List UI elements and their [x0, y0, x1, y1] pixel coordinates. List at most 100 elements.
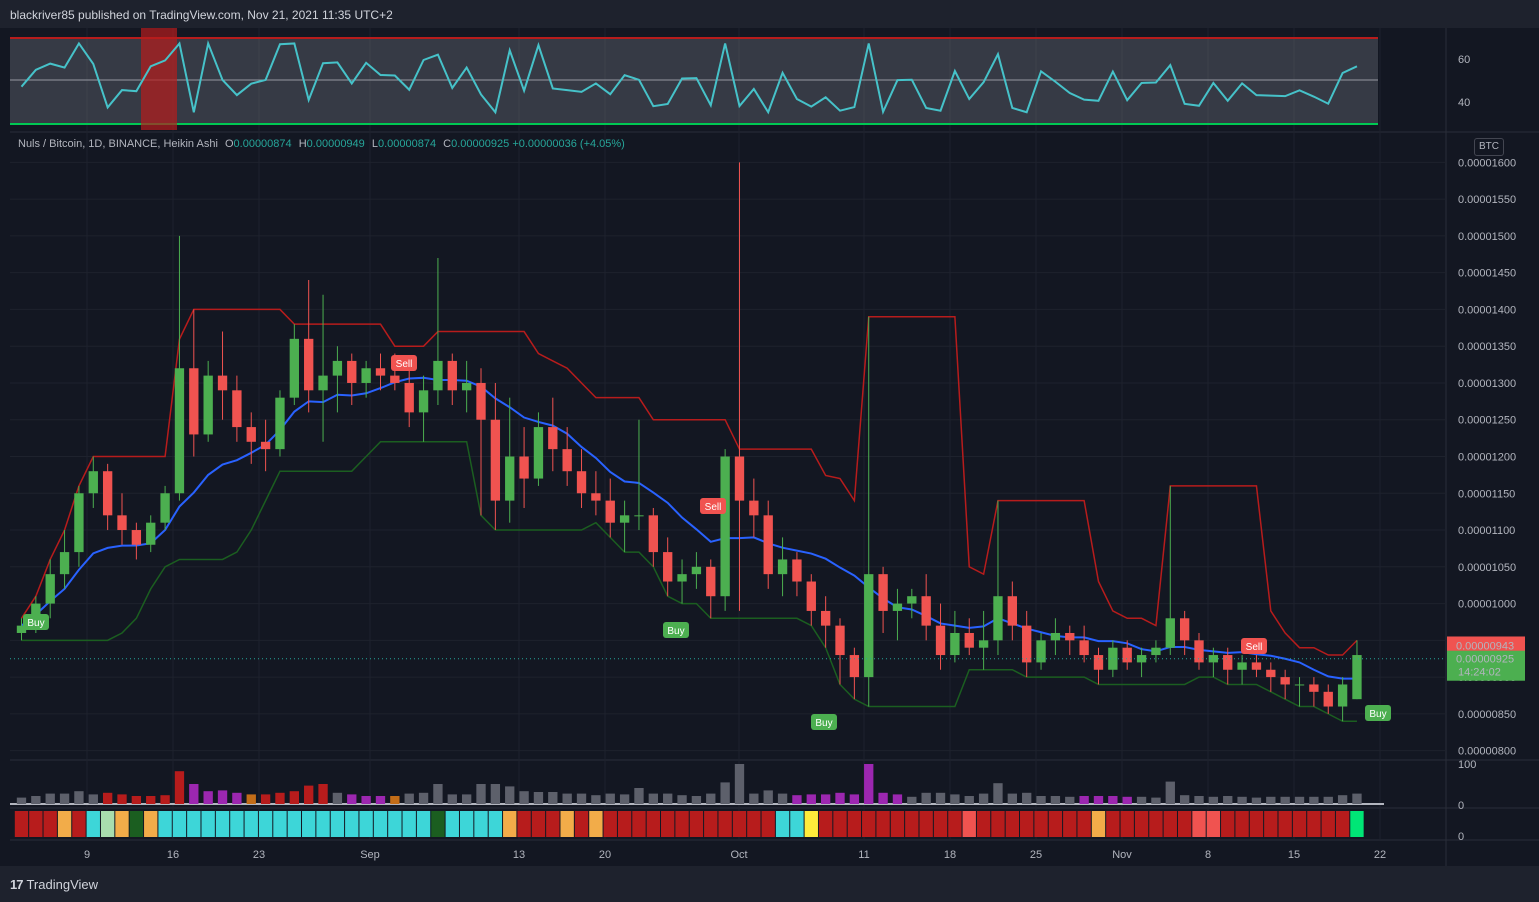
- buy-signal-badge: [23, 614, 49, 630]
- x-tick-label: 20: [599, 849, 611, 861]
- volume-bar: [691, 796, 702, 804]
- oscillator-cell: [57, 811, 72, 837]
- open-label: O: [224, 138, 234, 150]
- candle-body: [1237, 662, 1247, 670]
- candle-body: [591, 493, 601, 501]
- candle-body: [677, 574, 687, 582]
- oscillator-cell: [201, 811, 215, 837]
- volume-bar: [433, 784, 443, 804]
- volume-bar: [935, 792, 946, 804]
- candle-body: [605, 500, 615, 523]
- oscillator-cell: [1149, 811, 1163, 837]
- oscillator-cell: [632, 811, 646, 837]
- candle-body: [332, 360, 343, 376]
- oscillator-cell: [187, 811, 201, 837]
- x-tick-label: Sep: [360, 849, 380, 861]
- candle-body: [993, 596, 1003, 641]
- buy-signal-badge: [663, 622, 689, 638]
- y-tick-label: 0.00001400: [1458, 304, 1516, 316]
- candle-body: [749, 500, 759, 516]
- x-tick-label: 16: [167, 849, 179, 861]
- x-tick-label: Oct: [730, 849, 747, 861]
- volume-bar: [634, 788, 644, 804]
- volume-bar: [605, 793, 615, 804]
- oscillator-cell: [302, 811, 316, 837]
- oscillator-cell: [847, 811, 862, 837]
- volume-bar: [548, 792, 558, 804]
- brand-label: TradingView: [26, 877, 99, 892]
- volume-bar: [562, 793, 572, 804]
- volume-bar: [1022, 792, 1032, 804]
- oscillator-cell: [1063, 811, 1077, 837]
- volume-bar: [720, 782, 730, 804]
- volume-bar: [849, 794, 860, 804]
- volume-bar: [878, 792, 888, 804]
- candle-body: [1136, 655, 1147, 663]
- candle-body: [217, 375, 228, 391]
- vol-tick-label: 100: [1458, 759, 1476, 771]
- volume-bar: [921, 792, 931, 804]
- oscillator-cell: [43, 811, 57, 837]
- y-tick-label: 0.00001050: [1458, 562, 1516, 574]
- candle-body: [318, 375, 328, 391]
- volume-bar: [964, 796, 974, 804]
- candle-body: [1251, 662, 1262, 670]
- volume-bar: [45, 793, 55, 804]
- volume-bar: [763, 790, 773, 804]
- volume-bar: [461, 794, 472, 804]
- candle-body: [289, 338, 299, 398]
- oscillator-cell: [1005, 811, 1020, 837]
- oscillator-cell: [373, 811, 388, 837]
- volume-bar: [1237, 796, 1247, 804]
- tradingview-logo-icon: 17: [10, 877, 24, 892]
- oscillator-cell: [905, 811, 919, 837]
- oscillator-cell: [747, 811, 761, 837]
- volume-bar: [59, 793, 70, 804]
- candle-body: [160, 493, 170, 523]
- candle-body: [878, 574, 888, 611]
- candle-body: [1093, 655, 1104, 670]
- oscillator-cell: [646, 811, 661, 837]
- open-value: 0.00000874: [233, 138, 292, 150]
- oscillator-cell: [603, 811, 617, 837]
- oscillator-cell: [775, 811, 790, 837]
- candle-body: [1223, 655, 1233, 670]
- candle-body: [935, 625, 946, 656]
- volume-bar: [447, 794, 457, 804]
- oscillator-cell: [689, 811, 704, 837]
- oscillator-cell: [1321, 811, 1335, 837]
- tradingview-brand[interactable]: 17 TradingView: [10, 877, 98, 892]
- volume-bar: [1093, 796, 1104, 804]
- volume-bar: [332, 792, 343, 804]
- oscillator-cell: [718, 811, 732, 837]
- candle-body: [1151, 647, 1161, 656]
- oscillator-cell: [1221, 811, 1235, 837]
- volume-bar: [1208, 796, 1219, 804]
- y-tick-label: 0.00001450: [1458, 268, 1516, 280]
- volume-bar: [1165, 781, 1175, 804]
- volume-bar: [1352, 793, 1362, 804]
- currency-button[interactable]: BTC: [1474, 138, 1504, 156]
- candle-body: [1122, 647, 1132, 663]
- volume-bar: [734, 764, 745, 804]
- oscillator-cell: [1278, 811, 1292, 837]
- chart-canvas[interactable]: 0.00001600 0.00001550 0.00001500 0.00001450…: [0, 0, 1539, 866]
- candle-body: [1065, 632, 1075, 641]
- oscillator-cell: [732, 811, 747, 837]
- oscillator-cell: [589, 811, 603, 837]
- osc-tick-label: 0: [1458, 831, 1464, 843]
- y-tick-label: 0.00001200: [1458, 452, 1516, 464]
- volume-bar: [390, 796, 400, 804]
- sell-signal-badge: [391, 355, 417, 371]
- volume-bar: [347, 794, 357, 804]
- volume-bar: [203, 791, 213, 804]
- candle-body: [203, 375, 213, 435]
- oscillator-cell: [1350, 811, 1364, 837]
- oscillator-cell: [244, 811, 258, 837]
- oscillator-cell: [574, 811, 589, 837]
- volume-bar: [1136, 796, 1147, 804]
- volume-bar: [835, 792, 845, 804]
- volume-bar: [275, 792, 285, 804]
- oscillator-cell: [1020, 811, 1034, 837]
- price-label-bg: [1447, 636, 1525, 654]
